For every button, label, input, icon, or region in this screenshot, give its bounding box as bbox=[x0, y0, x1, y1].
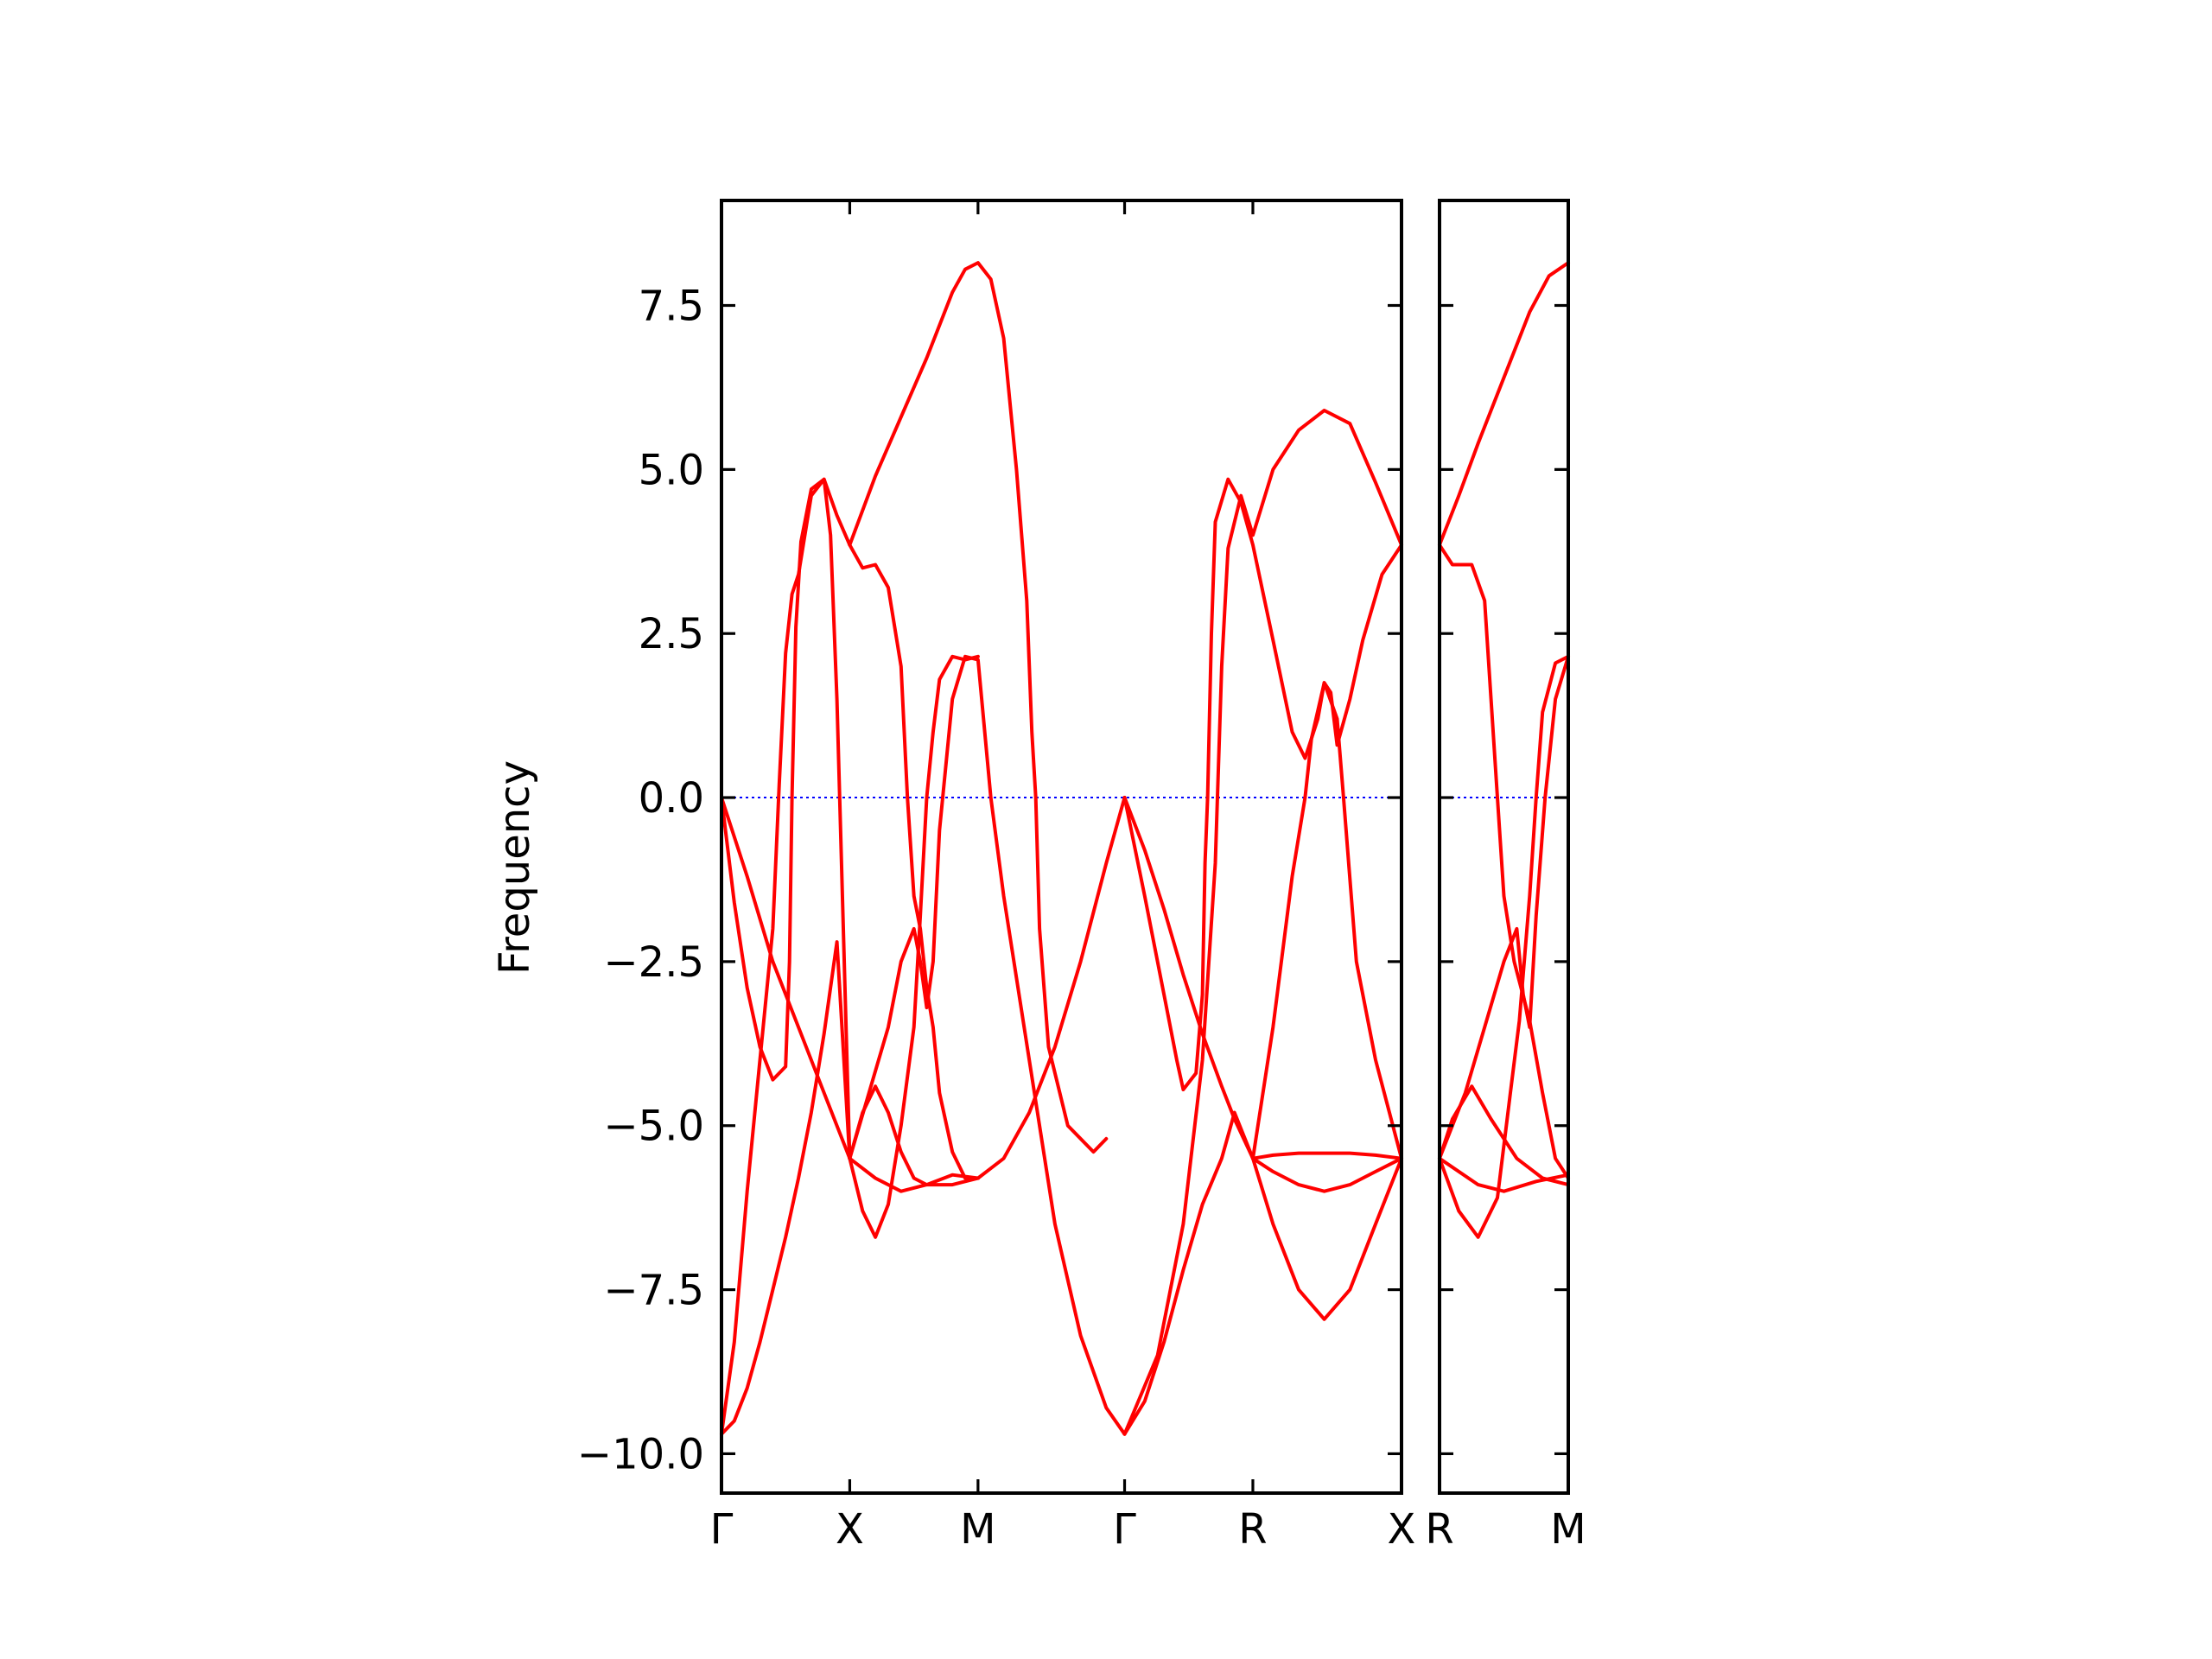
band-line-3 bbox=[1438, 1084, 1570, 1187]
x-tick-label: R bbox=[1425, 1505, 1453, 1554]
axes-frame bbox=[720, 199, 1403, 1495]
x-tick-label: M bbox=[1550, 1505, 1586, 1554]
y-tick-label: −7.5 bbox=[603, 1267, 704, 1315]
band-line-16 bbox=[1251, 1151, 1403, 1160]
y-tick-label: −2.5 bbox=[603, 938, 704, 987]
band-line-7 bbox=[848, 1084, 980, 1187]
band-line-15 bbox=[1122, 409, 1403, 1436]
band-line-12 bbox=[1122, 477, 1403, 1091]
band-line-6 bbox=[1438, 654, 1570, 1160]
panel-main: −10.0 −7.5 −5.0 −2.5 0.0 2.5 5.0 7.5 Γ X M Γ R X bbox=[577, 199, 1416, 1554]
x-tick-label: Γ bbox=[1113, 1505, 1136, 1554]
band-line-10 bbox=[848, 654, 1127, 1436]
band-line-13 bbox=[1122, 796, 1255, 1160]
y-axis-label: Frequency bbox=[491, 760, 539, 975]
y-tick-label: 7.5 bbox=[639, 283, 704, 331]
band-line-9 bbox=[848, 1156, 980, 1193]
band-line-1 bbox=[1438, 261, 1570, 547]
band-line-6 bbox=[848, 543, 980, 1180]
band-line-5 bbox=[848, 261, 1109, 1154]
band-line-4 bbox=[720, 796, 852, 1160]
band-line-11 bbox=[976, 796, 1127, 1180]
band-line-5 bbox=[1438, 1156, 1570, 1193]
x-tick-label: X bbox=[836, 1505, 864, 1554]
band-line-14 bbox=[1122, 1110, 1255, 1436]
axes-frame bbox=[1438, 199, 1570, 1495]
band-line-18 bbox=[1251, 1156, 1403, 1321]
band-line-4 bbox=[1438, 654, 1570, 1239]
band-line-8 bbox=[848, 654, 980, 1239]
band-line-19 bbox=[1251, 681, 1403, 1160]
band-line-3 bbox=[720, 477, 852, 1160]
y-tick-label: 0.0 bbox=[639, 774, 704, 823]
band-line-17 bbox=[1251, 1156, 1403, 1193]
y-tick-label: 5.0 bbox=[639, 446, 704, 494]
band-line-1 bbox=[720, 940, 852, 1436]
y-tick-label: −10.0 bbox=[577, 1430, 704, 1478]
y-tick-label: −5.0 bbox=[603, 1103, 704, 1151]
x-tick-label: Γ bbox=[710, 1505, 734, 1554]
band-line-2 bbox=[1438, 543, 1570, 1180]
x-tick-label: R bbox=[1238, 1505, 1267, 1554]
x-tick-label: X bbox=[1388, 1505, 1416, 1554]
x-tick-label: M bbox=[960, 1505, 995, 1554]
y-tick-label: 2.5 bbox=[639, 610, 704, 658]
